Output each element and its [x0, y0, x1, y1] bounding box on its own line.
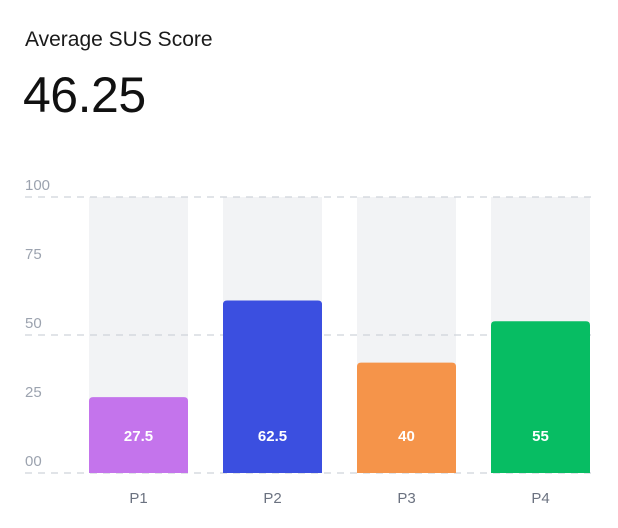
y-tick-label-100: 100 — [25, 177, 50, 194]
bar-p4 — [491, 321, 590, 473]
bar-value-label-p4: 55 — [532, 428, 549, 445]
chart-title: Average SUS Score — [25, 28, 213, 51]
bar-value-label-p1: 27.5 — [124, 428, 153, 445]
y-tick-label-75: 75 — [25, 246, 42, 263]
x-tick-label-p2: P2 — [263, 490, 281, 507]
y-tick-label-50: 50 — [25, 315, 42, 332]
bar-value-label-p2: 62.5 — [258, 428, 287, 445]
y-tick-label-0: 00 — [25, 453, 42, 470]
x-tick-label-p1: P1 — [129, 490, 147, 507]
bar-value-label-p3: 40 — [398, 428, 415, 445]
y-tick-label-25: 25 — [25, 384, 42, 401]
bar-p3 — [357, 362, 456, 473]
x-tick-label-p4: P4 — [531, 490, 549, 507]
average-score-value: 46.25 — [23, 67, 146, 123]
bar-p2 — [223, 300, 322, 473]
bar-p1 — [89, 397, 188, 473]
x-tick-label-p3: P3 — [397, 490, 415, 507]
